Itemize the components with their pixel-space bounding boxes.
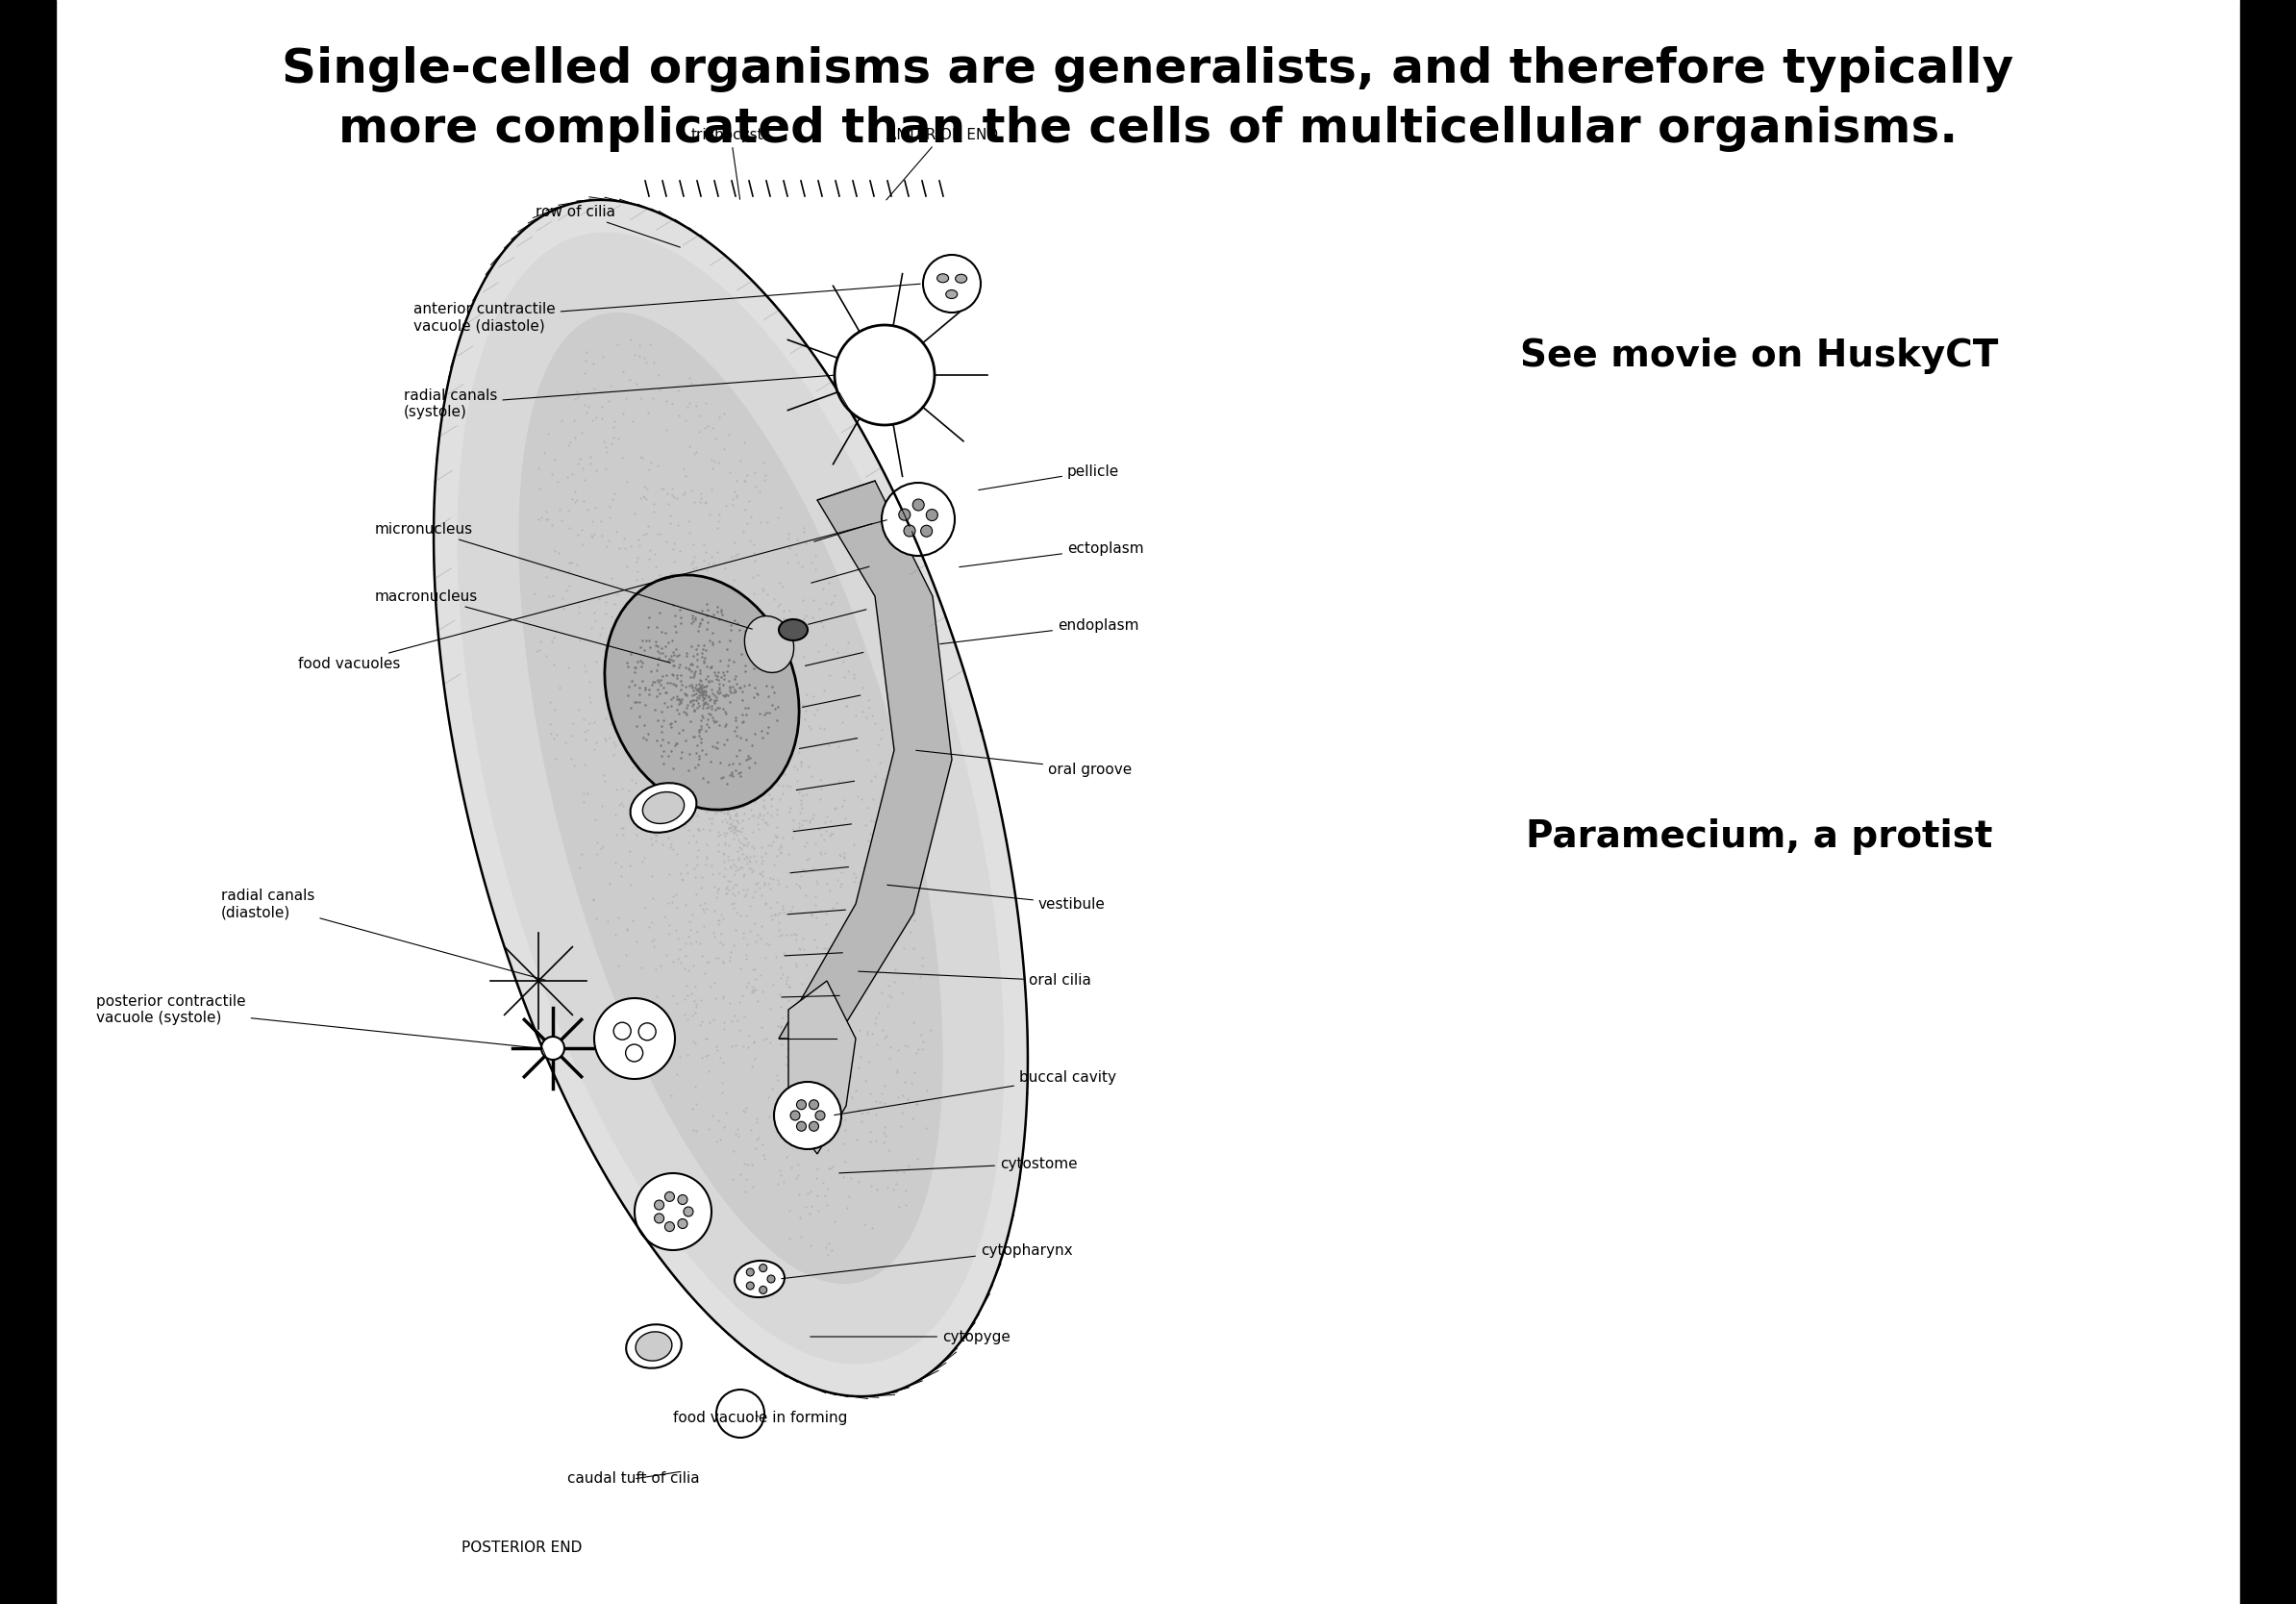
Circle shape — [912, 499, 925, 510]
Circle shape — [625, 1044, 643, 1062]
Ellipse shape — [636, 1331, 673, 1360]
Text: radial canals
(diastole): radial canals (diastole) — [220, 889, 546, 980]
Circle shape — [677, 1219, 687, 1229]
Circle shape — [716, 1389, 765, 1437]
Polygon shape — [519, 313, 941, 1283]
Ellipse shape — [946, 290, 957, 298]
Circle shape — [905, 525, 916, 537]
Ellipse shape — [604, 574, 799, 810]
Text: ANTERIOR END: ANTERIOR END — [886, 128, 999, 200]
Text: trichocysts: trichocysts — [691, 128, 771, 199]
Text: cytopharynx: cytopharynx — [781, 1243, 1072, 1278]
Circle shape — [677, 1195, 687, 1205]
Bar — [2241, 0, 2296, 1604]
Circle shape — [923, 255, 980, 313]
Circle shape — [815, 1110, 824, 1120]
Text: cytostome: cytostome — [838, 1156, 1077, 1173]
Text: See movie on HuskyCT: See movie on HuskyCT — [1520, 337, 1998, 374]
Polygon shape — [434, 200, 1029, 1397]
Text: micronucleus: micronucleus — [374, 521, 753, 629]
Circle shape — [833, 326, 934, 425]
Circle shape — [638, 1023, 657, 1041]
Circle shape — [882, 483, 955, 557]
Circle shape — [760, 1286, 767, 1294]
Circle shape — [595, 998, 675, 1079]
Text: pellicle: pellicle — [978, 464, 1120, 489]
Ellipse shape — [744, 616, 794, 672]
Circle shape — [634, 1173, 712, 1250]
Ellipse shape — [778, 619, 808, 640]
Circle shape — [808, 1121, 820, 1131]
Text: posterior contractile
vacuole (systole): posterior contractile vacuole (systole) — [96, 994, 535, 1047]
Ellipse shape — [735, 1261, 785, 1298]
Circle shape — [797, 1121, 806, 1131]
Circle shape — [925, 508, 937, 521]
Circle shape — [666, 1192, 675, 1201]
Circle shape — [898, 508, 909, 520]
Ellipse shape — [627, 1325, 682, 1368]
Text: macronucleus: macronucleus — [374, 589, 670, 662]
Text: vestibule: vestibule — [886, 885, 1107, 911]
Text: row of cilia: row of cilia — [535, 204, 680, 247]
Text: caudal tuft of cilia: caudal tuft of cilia — [567, 1472, 700, 1487]
Text: endoplasm: endoplasm — [939, 618, 1139, 643]
Circle shape — [613, 1022, 631, 1039]
Bar — [0, 0, 55, 1604]
Circle shape — [790, 1110, 799, 1120]
Text: anterior cuntractile
vacuole (diastole): anterior cuntractile vacuole (diastole) — [413, 284, 921, 334]
Polygon shape — [457, 233, 1003, 1363]
Ellipse shape — [631, 783, 696, 832]
Polygon shape — [788, 982, 856, 1153]
Text: Single-celled organisms are generalists, and therefore typically: Single-celled organisms are generalists,… — [282, 47, 2014, 93]
Text: ectoplasm: ectoplasm — [960, 541, 1143, 568]
Circle shape — [774, 1081, 840, 1148]
Text: more complicated than the cells of multicellular organisms.: more complicated than the cells of multi… — [338, 106, 1958, 152]
Circle shape — [921, 525, 932, 537]
Circle shape — [684, 1206, 693, 1216]
Text: oral cilia: oral cilia — [859, 972, 1091, 988]
Text: oral groove: oral groove — [916, 751, 1132, 776]
Circle shape — [760, 1264, 767, 1272]
Ellipse shape — [955, 274, 967, 282]
Circle shape — [542, 1036, 565, 1060]
Text: food vacuoles: food vacuoles — [298, 520, 886, 670]
Text: POSTERIOR END: POSTERIOR END — [461, 1541, 583, 1556]
Circle shape — [746, 1269, 753, 1277]
Circle shape — [746, 1282, 753, 1290]
Circle shape — [797, 1100, 806, 1110]
Circle shape — [654, 1214, 664, 1224]
Circle shape — [808, 1100, 820, 1110]
Circle shape — [666, 1222, 675, 1232]
Ellipse shape — [643, 792, 684, 823]
Polygon shape — [778, 481, 953, 1038]
Circle shape — [654, 1200, 664, 1209]
Ellipse shape — [937, 274, 948, 282]
Text: radial canals
(systole): radial canals (systole) — [404, 375, 833, 420]
Circle shape — [767, 1275, 776, 1283]
Text: food vacuole in forming: food vacuole in forming — [673, 1412, 847, 1426]
Text: buccal cavity: buccal cavity — [833, 1070, 1116, 1115]
Text: Paramecium, a protist: Paramecium, a protist — [1527, 818, 1993, 855]
Text: cytopyge: cytopyge — [810, 1330, 1010, 1344]
